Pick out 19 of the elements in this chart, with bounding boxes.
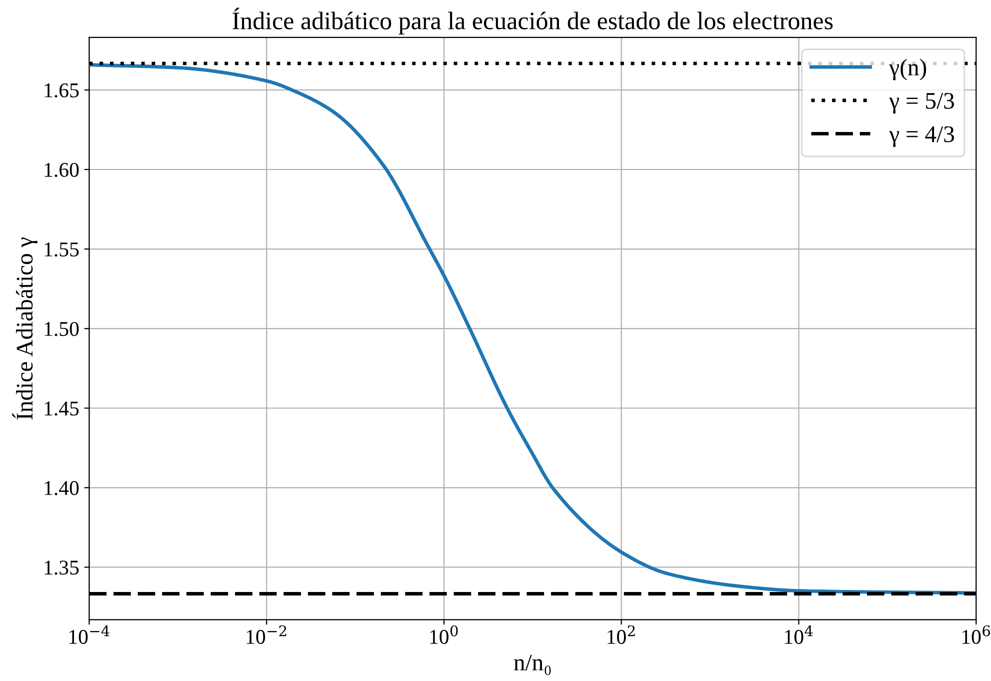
x-axis-title: n/n₀ [514, 654, 551, 676]
x-tick-label: 10$^{4}$ [785, 625, 813, 644]
y-tick-label: 1.50 [44, 322, 79, 336]
x-tick-label: 10$^{2}$ [608, 625, 635, 644]
y-axis-title: Índice Adiabático γ [12, 237, 38, 420]
x-tick-label: 10$^{6}$ [962, 625, 990, 644]
x-tick-label: 10$^{−2}$ [246, 625, 286, 644]
y-tick-label: 1.45 [44, 402, 79, 416]
y-tick-label: 1.55 [44, 242, 79, 257]
legend-label: γ = 4/3 [889, 126, 954, 147]
y-tick-label: 1.35 [44, 560, 79, 575]
x-tick-label: 10$^{−4}$ [69, 625, 110, 644]
chart-title: Índice adibático para la ecuación de estado de los electrones [232, 8, 833, 34]
y-tick-label: 1.40 [44, 481, 79, 496]
y-tick-label: 1.65 [44, 83, 79, 98]
legend-label: γ = 5/3 [889, 92, 954, 114]
x-tick-label: 10$^{0}$ [430, 625, 458, 644]
y-tick-label: 1.60 [44, 162, 79, 178]
legend-label: γ(n) [889, 58, 926, 80]
